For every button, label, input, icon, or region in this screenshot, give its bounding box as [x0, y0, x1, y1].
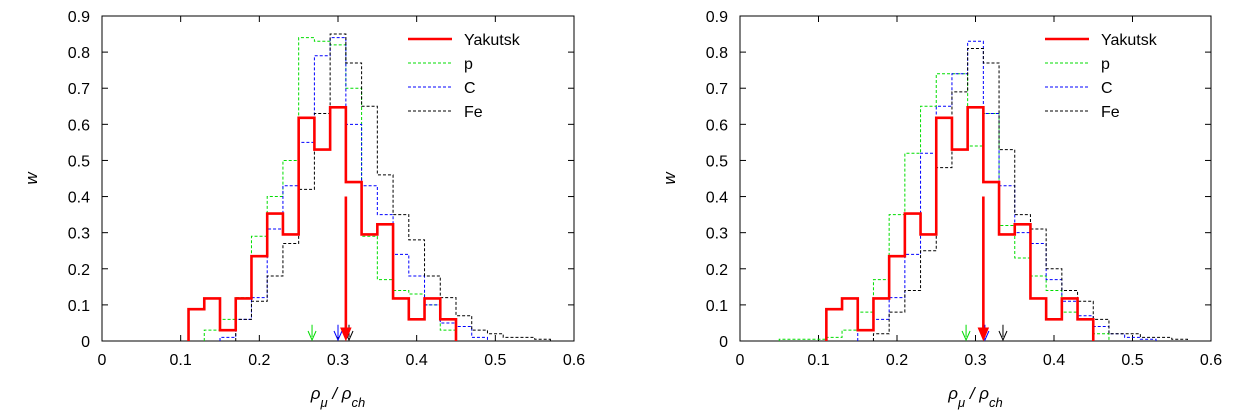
x-tick-label: 0.3	[327, 352, 349, 369]
x-tick-label: 0.2	[248, 352, 270, 369]
chart-panel-2: 0 0.1 0.2 0.3 0.4 0.5 0.6 0 0.1 0.2 0.3 0.4 0.5 0.6 0.…	[660, 9, 1222, 410]
y-tick-label: 0.6	[706, 117, 728, 134]
x-tick-label: 0.4	[406, 352, 428, 369]
series-line-yakutsk	[187, 106, 458, 341]
legend-label-c: C	[1101, 80, 1113, 97]
x-axis-label: ρμ / ρch	[310, 384, 366, 410]
mean-arrow-p	[307, 324, 317, 342]
legend: Yakutsk pC Fe	[408, 32, 521, 121]
legend-label-fe: Fe	[464, 104, 483, 121]
y-tick-label: 0.4	[68, 190, 90, 207]
legend: Yakutsk pC Fe	[1045, 32, 1158, 121]
x-tick-label: 0.1	[807, 352, 829, 369]
x-tick-label: 0.6	[1200, 352, 1222, 369]
y-tick-label: 0.9	[706, 9, 728, 26]
mean-arrow-yakutsk	[977, 196, 990, 342]
series-line-yakutsk	[825, 106, 1095, 341]
y-axis-label: w	[22, 171, 41, 185]
y-tick-label: 0.9	[68, 9, 90, 26]
y-tick-label: 0.1	[706, 298, 728, 315]
y-tick-label: 0.2	[706, 262, 728, 279]
y-axis-label: w	[660, 171, 679, 185]
y-tick-label: 0.8	[706, 45, 728, 62]
x-tick-label: 0.1	[170, 352, 192, 369]
chart-panel-1: 0 0.1 0.2 0.3 0.4 0.5 0.6 0 0.1 0.2 0.3 0.4 0.5 0.6 0.…	[22, 9, 585, 410]
x-tick-label: 0	[98, 352, 107, 369]
series-line-fe	[235, 33, 551, 341]
y-tick-label: 0.5	[68, 153, 90, 170]
series-line-c	[857, 40, 1157, 341]
y-tick-label: 0.7	[706, 81, 728, 98]
legend-label-yakutsk: Yakutsk	[1101, 32, 1158, 49]
mean-arrow-fe	[998, 324, 1008, 342]
x-tick-label: 0.6	[563, 352, 585, 369]
legend-label-fe: Fe	[1101, 104, 1120, 121]
mean-arrow-p	[961, 324, 971, 342]
y-tick-label: 0.3	[68, 226, 90, 243]
x-tick-label: 0.4	[1043, 352, 1065, 369]
x-tick-label: 0.5	[484, 352, 506, 369]
y-tick-label: 0	[81, 334, 90, 351]
x-tick-label: 0.3	[964, 352, 986, 369]
y-tick-label: 0.2	[68, 262, 90, 279]
series-line-fe	[872, 48, 1188, 341]
series-line-p	[778, 73, 1110, 341]
y-tick-label: 0.6	[68, 117, 90, 134]
y-tick-label: 0.3	[706, 226, 728, 243]
x-tick-label: 0.2	[886, 352, 908, 369]
legend-label-p: p	[1101, 56, 1110, 73]
y-tick-label: 0	[719, 334, 728, 351]
y-tick-label: 0.7	[68, 81, 90, 98]
legend-label-yakutsk: Yakutsk	[464, 32, 521, 49]
y-tick-label: 0.8	[68, 45, 90, 62]
plot-frame	[739, 15, 1212, 342]
x-tick-label: 0.5	[1121, 352, 1143, 369]
y-tick-label: 0.5	[706, 153, 728, 170]
series-line-c	[219, 37, 488, 341]
y-tick-label: 0.1	[68, 298, 90, 315]
x-axis-label: ρμ / ρch	[947, 384, 1003, 410]
x-tick-label: 0	[736, 352, 745, 369]
legend-label-p: p	[464, 56, 473, 73]
legend-label-c: C	[464, 80, 476, 97]
plot-frame	[101, 15, 575, 342]
mean-arrow-c	[333, 324, 343, 342]
y-tick-label: 0.4	[706, 190, 728, 207]
mean-arrow-yakutsk	[340, 196, 352, 342]
